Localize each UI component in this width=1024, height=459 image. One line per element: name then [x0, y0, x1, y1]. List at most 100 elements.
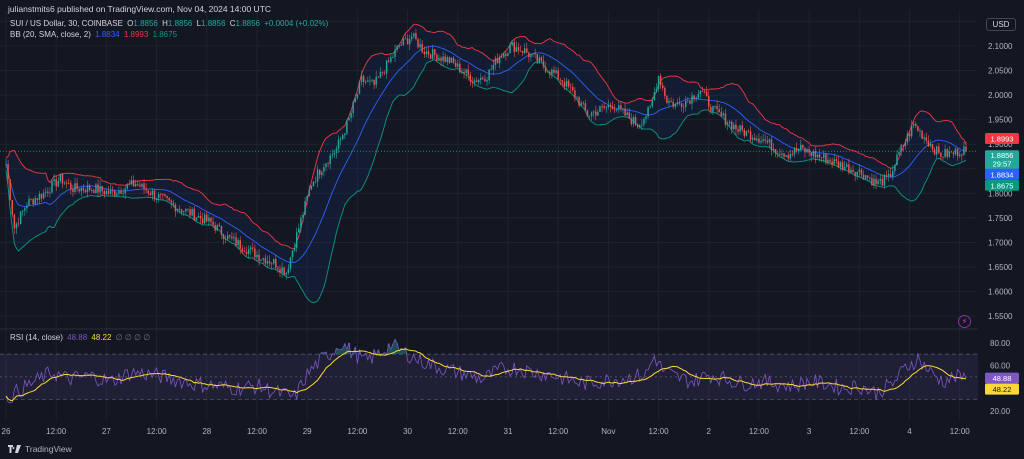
candle-body	[942, 156, 944, 158]
candle-body	[513, 42, 515, 52]
bb-title[interactable]: BB (20, SMA, close, 2)	[10, 30, 91, 39]
candle-body	[818, 154, 821, 158]
candle-body	[848, 164, 850, 173]
candle-body	[797, 149, 800, 152]
candle-body	[237, 240, 239, 246]
candle-body	[130, 180, 133, 185]
symbol-title[interactable]: SUI / US Dollar, 30, COINBASE	[10, 19, 123, 28]
time-tick-label: 26	[2, 427, 11, 436]
candle-body	[76, 183, 78, 190]
bb-basis-line	[5, 45, 967, 264]
candle-body	[496, 57, 499, 64]
candle-body	[490, 69, 492, 71]
candle-body	[636, 124, 639, 128]
candle-body	[243, 251, 246, 252]
candle-body	[116, 193, 118, 196]
candle-body	[695, 97, 697, 100]
bb-basis-badge: 1.8834	[991, 170, 1014, 179]
candle-body	[109, 190, 112, 194]
candle-body	[471, 81, 474, 83]
candle-body	[601, 106, 603, 108]
candle-body	[509, 45, 511, 54]
candle-body	[302, 214, 304, 218]
candle-body	[708, 95, 710, 107]
candle-body	[810, 152, 812, 156]
currency-button[interactable]: USD	[986, 18, 1016, 31]
candle-body	[553, 69, 555, 73]
candle-body	[176, 209, 179, 212]
candle-body	[145, 188, 147, 191]
candle-body	[362, 76, 365, 83]
candle-body	[118, 190, 120, 194]
candle-body	[408, 39, 411, 45]
candle-body	[879, 179, 881, 181]
candle-body	[523, 48, 526, 53]
candle-body	[624, 108, 626, 116]
candle-body	[896, 154, 898, 166]
candle-body	[599, 106, 601, 112]
candle-body	[444, 56, 446, 62]
candle-body	[921, 130, 923, 139]
candle-body	[850, 169, 852, 173]
candle-body	[448, 57, 451, 63]
time-axis-bg	[0, 421, 1024, 439]
candle-body	[710, 106, 712, 112]
candle-body	[762, 139, 764, 142]
candle-body	[377, 76, 380, 78]
candle-body	[689, 100, 691, 104]
candle-body	[233, 237, 235, 239]
countdown-badge: 29:57	[993, 159, 1012, 168]
candle-body	[210, 217, 212, 222]
candle-body	[718, 109, 720, 113]
candle-body	[530, 54, 532, 58]
time-tick-label: 28	[202, 427, 211, 436]
candle-body	[40, 193, 43, 199]
candle-body	[381, 71, 384, 73]
candle-body	[342, 135, 344, 139]
lightning-icon[interactable]: ⚡	[958, 315, 971, 328]
candle-body	[866, 175, 869, 178]
time-tick-label: 12:00	[849, 427, 870, 436]
candle-body	[203, 214, 206, 224]
candle-body	[183, 211, 185, 213]
candle-body	[438, 57, 440, 61]
candle-body	[549, 71, 551, 75]
candle-body	[620, 105, 622, 109]
candle-body	[247, 249, 250, 254]
candle-body	[580, 102, 582, 106]
candle-body	[555, 70, 557, 73]
candle-body	[241, 248, 244, 252]
rsi-line	[5, 338, 967, 404]
candle-body	[584, 103, 587, 111]
candle-body	[450, 57, 453, 63]
candle-body	[295, 232, 298, 248]
candle-body	[756, 138, 758, 141]
candle-body	[208, 217, 210, 222]
candle-body	[519, 50, 522, 52]
candle-body	[287, 268, 290, 273]
candle-body	[659, 75, 662, 86]
candle-body	[300, 217, 302, 229]
candle-body	[252, 247, 254, 249]
candle-body	[559, 79, 561, 81]
candle-body	[542, 60, 545, 67]
rsi-ma-badge-bg	[985, 383, 1019, 395]
candle-body	[88, 185, 91, 191]
candle-body	[586, 110, 589, 117]
candle-body	[360, 76, 363, 82]
candle-body	[503, 53, 505, 58]
candle-body	[511, 42, 513, 46]
candle-body	[486, 80, 488, 82]
rsi-title[interactable]: RSI (14, close)	[10, 333, 63, 342]
candle-body	[963, 146, 965, 156]
candle-body	[758, 138, 760, 143]
candle-body	[95, 184, 97, 193]
candle-body	[423, 51, 426, 55]
candle-body	[687, 100, 689, 102]
rsi-ma-value: 48.22	[91, 333, 112, 342]
candle-body	[910, 125, 913, 137]
candle-body	[611, 106, 614, 110]
time-tick-label: 12:00	[247, 427, 268, 436]
candle-body	[367, 80, 369, 82]
